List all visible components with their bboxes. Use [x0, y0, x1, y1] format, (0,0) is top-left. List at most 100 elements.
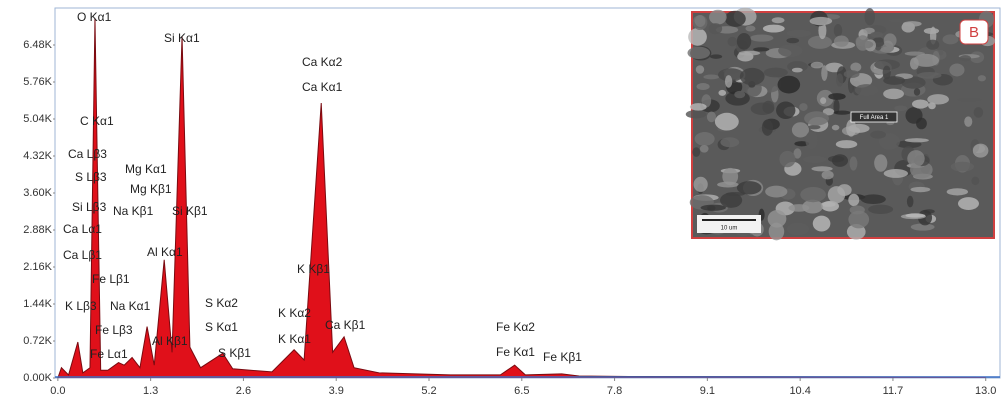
texture-blob [917, 209, 933, 226]
peak-label: Ca Kβ1 [325, 318, 366, 332]
texture-blob [736, 181, 762, 195]
texture-blob [818, 22, 827, 40]
inset-texture [685, 7, 996, 241]
texture-blob [793, 148, 802, 159]
peak-label: Al Kα1 [147, 245, 183, 259]
peak-label: Fe Lα1 [90, 347, 128, 361]
texture-blob [720, 137, 740, 148]
texture-blob [718, 89, 727, 96]
texture-blob [687, 46, 711, 60]
peak-label: K Kβ1 [297, 262, 330, 276]
texture-blob [904, 51, 925, 56]
peak-label: Mg Kα1 [125, 162, 167, 176]
peak-label: O Kα1 [77, 10, 112, 24]
peak-label: K Kα1 [278, 332, 311, 346]
area-box [850, 111, 898, 123]
texture-blob [699, 144, 709, 153]
texture-blob [722, 163, 732, 169]
texture-blob [717, 181, 739, 188]
texture-blob [833, 99, 840, 114]
peak-label: Si Kβ1 [172, 204, 208, 218]
area-label: Full Area 1 [860, 115, 889, 121]
texture-blob [736, 32, 752, 50]
texture-blob [800, 186, 827, 203]
texture-blob [788, 204, 810, 212]
texture-blob [868, 204, 894, 215]
texture-blob [706, 111, 717, 123]
texture-blob [850, 62, 862, 72]
peak-label: Fe Lβ3 [95, 323, 133, 337]
texture-blob [843, 70, 860, 79]
texture-blob [810, 61, 824, 69]
y-tick-label: 2.88K [23, 224, 52, 236]
texture-blob [863, 27, 875, 35]
peak-label: Ca Kα2 [302, 55, 343, 69]
texture-blob [874, 43, 882, 51]
texture-blob [905, 213, 926, 218]
texture-blob [878, 133, 901, 150]
texture-blob [848, 193, 860, 207]
texture-blob [901, 76, 926, 89]
peak-label: Mg Kβ1 [130, 182, 172, 196]
texture-blob [714, 112, 739, 131]
texture-blob [910, 223, 935, 231]
texture-blob [738, 50, 761, 56]
peak-label: Na Kα1 [110, 299, 151, 313]
peak-label: Al Kβ1 [152, 334, 188, 348]
texture-blob [882, 65, 891, 80]
peak-label: Si Lβ3 [72, 200, 107, 214]
x-tick-label: 1.3 [143, 385, 158, 397]
texture-blob [977, 75, 986, 82]
texture-blob [835, 140, 858, 149]
texture-blob [883, 33, 897, 48]
x-tick-label: 5.2 [421, 385, 436, 397]
texture-blob [791, 122, 810, 138]
peak-label: S Kα2 [205, 296, 238, 310]
texture-blob [870, 130, 886, 139]
texture-blob [777, 75, 801, 94]
texture-blob [833, 35, 849, 47]
texture-blob [812, 215, 831, 232]
texture-blob [911, 99, 929, 109]
peak-label: S Kα1 [205, 320, 238, 334]
peak-label: Si Kα1 [164, 31, 200, 45]
texture-blob [949, 63, 965, 77]
texture-blob [910, 186, 931, 193]
texture-blob [883, 169, 909, 178]
texture-blob [959, 55, 972, 62]
texture-blob [913, 53, 940, 67]
y-tick-label: 1.44K [23, 298, 52, 310]
x-tick-label: 10.4 [789, 385, 810, 397]
texture-blob [907, 150, 925, 168]
peak-label: Ca Kα1 [302, 80, 343, 94]
texture-blob [786, 222, 810, 236]
texture-blob [761, 119, 774, 136]
texture-blob [767, 210, 787, 228]
texture-blob [820, 201, 836, 207]
texture-blob [946, 188, 969, 196]
texture-blob [739, 67, 765, 86]
texture-blob [973, 107, 984, 118]
texture-blob [904, 138, 929, 143]
texture-blob [749, 34, 774, 42]
texture-blob [700, 204, 726, 211]
texture-blob [860, 194, 886, 205]
texture-blob [917, 71, 942, 79]
texture-blob [859, 40, 874, 49]
texture-blob [821, 170, 834, 180]
inset-label: B [969, 24, 979, 41]
texture-blob [833, 24, 843, 37]
texture-blob [771, 17, 785, 24]
y-tick-label: 6.48K [23, 39, 52, 51]
texture-blob [725, 192, 745, 197]
texture-blob [906, 195, 914, 208]
texture-blob [727, 36, 738, 47]
texture-blob [718, 68, 744, 82]
texture-blob [827, 186, 846, 204]
peak-label: Fe Kα2 [496, 320, 535, 334]
texture-blob [689, 103, 707, 111]
x-tick-label: 13.0 [975, 385, 996, 397]
texture-blob [734, 90, 746, 99]
texture-blob [821, 65, 828, 81]
y-tick-label: 2.16K [23, 261, 52, 273]
